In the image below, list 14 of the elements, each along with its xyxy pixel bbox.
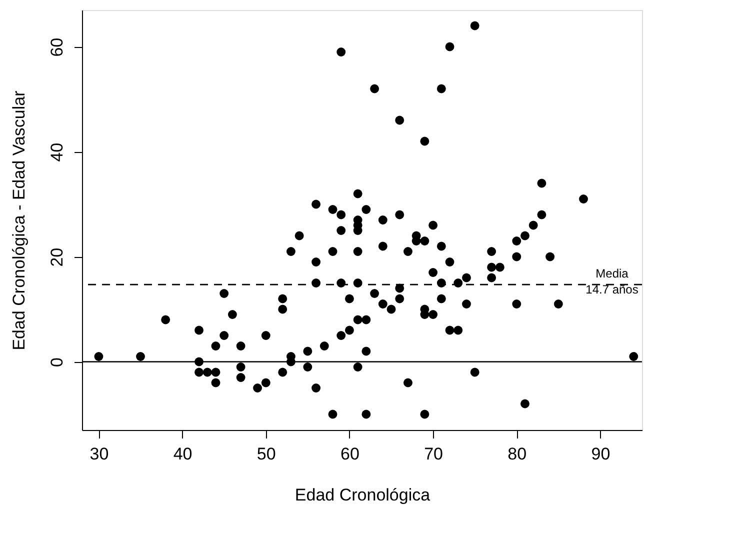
ref-line-label: Media 14.7 años — [586, 266, 638, 297]
x-tick-label: 80 — [508, 444, 527, 464]
y-axis-title: Edad Cronológica - Edad Vascular — [10, 90, 28, 350]
y-tick-label: 20 — [48, 248, 66, 267]
x-tick-label: 70 — [424, 444, 444, 464]
x-tick-label: 60 — [340, 444, 360, 464]
x-axis-title: Edad Cronológica — [294, 486, 431, 504]
y-tick-label: 60 — [48, 38, 66, 57]
y-tick-label: 0 — [48, 358, 66, 367]
x-tick-label: 90 — [591, 444, 610, 464]
y-tick-label: 40 — [48, 142, 66, 162]
x-tick-label: 40 — [173, 444, 192, 464]
x-tick-label: 50 — [256, 444, 276, 464]
x-tick-label: 30 — [90, 444, 109, 464]
